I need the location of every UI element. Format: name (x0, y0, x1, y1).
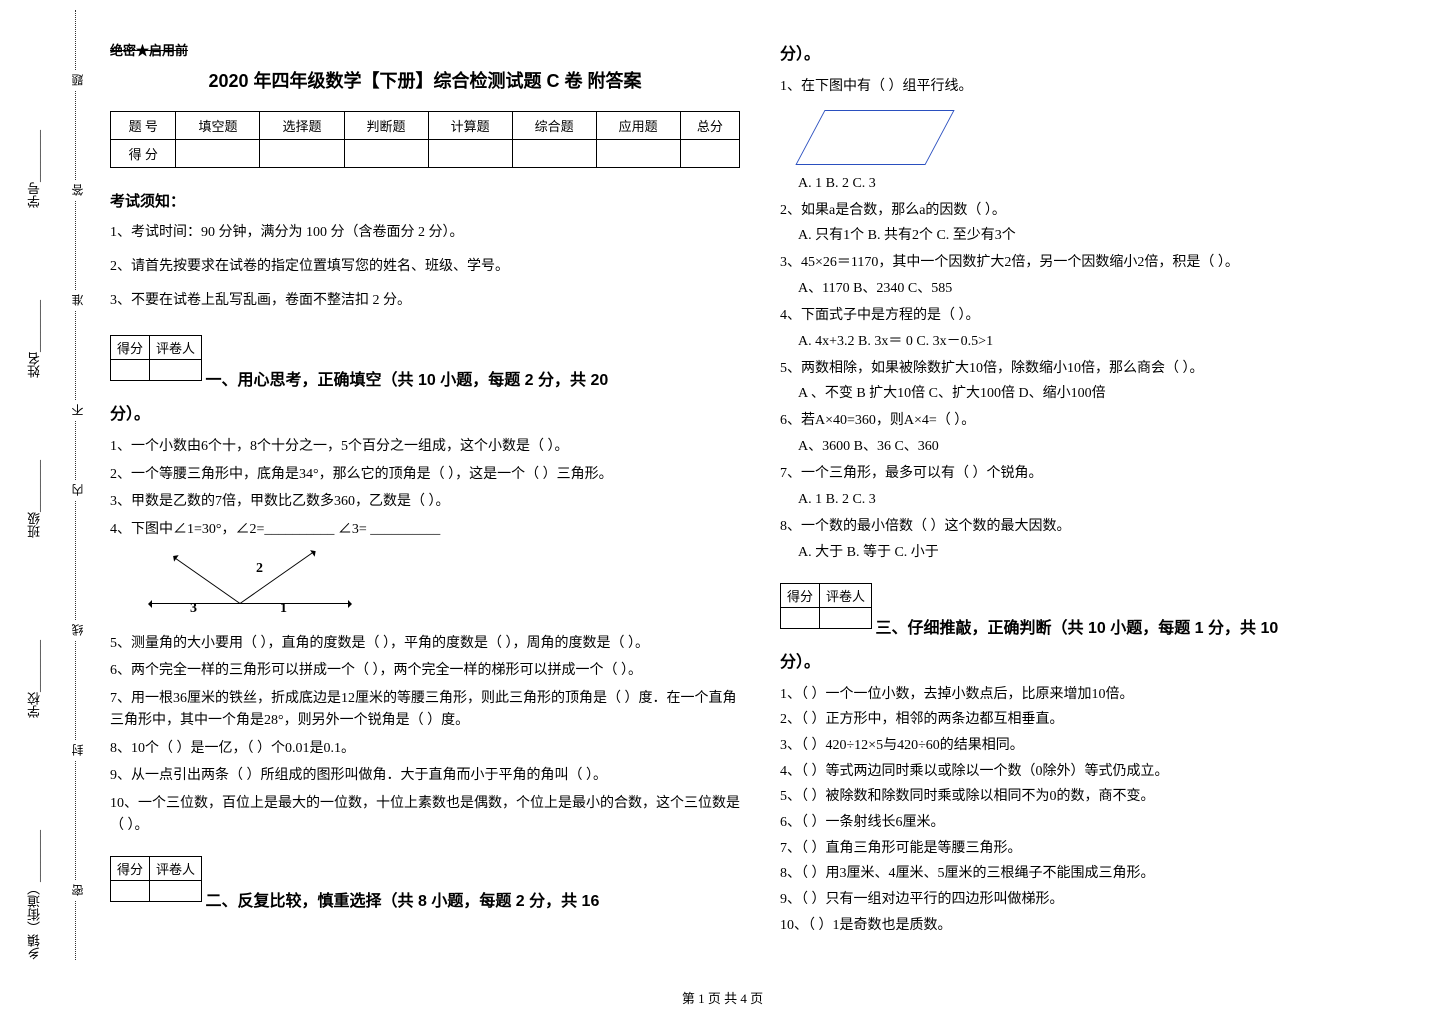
seal-line-label: 线 (69, 620, 86, 640)
notice-item: 1、考试时间：90 分钟，满分为 100 分（含卷面分 2 分）。 (110, 221, 740, 241)
question: 2、如果a是合数，那么a的因数（ ）。 (780, 200, 1410, 222)
score-summary-table: 题 号 填空题 选择题 判断题 计算题 综合题 应用题 总分 得 分 (110, 111, 740, 168)
section-2-title: 二、反复比较，慎重选择（共 8 小题，每题 2 分，共 16 (206, 893, 600, 910)
col-header: 综合题 (512, 112, 596, 140)
question: 6、若A×40=360，则A×4=（ ）。 (780, 410, 1410, 432)
seal-line-label: 准 (69, 290, 86, 310)
options: A. 4x+3.2 B. 3x＝ 0 C. 3x－0.5>1 (798, 331, 1410, 352)
row-label: 得 分 (111, 140, 176, 168)
question: 3、甲数是乙数的7倍，甲数比乙数多360，乙数是（ ）。 (110, 491, 740, 513)
col-header: 总分 (680, 112, 739, 140)
options: A. 1 B. 2 C. 3 (798, 489, 1410, 510)
section-2-suffix: 分）。 (780, 40, 1410, 64)
options: A. 1 B. 2 C. 3 (798, 173, 1410, 194)
question: 4、下图中∠1=30°，∠2=__________ ∠3= __________ (110, 519, 740, 541)
col-header: 判断题 (344, 112, 428, 140)
page-content: 绝密★启用前 2020 年四年级数学【下册】综合检测试题 C 卷 附答案 题 号… (110, 40, 1410, 980)
score-box: 得分评卷人 (780, 583, 872, 629)
question: 8、（ ）用3厘米、4厘米、5厘米的三根绳子不能围成三角形。 (780, 863, 1410, 885)
score-box: 得分评卷人 (110, 856, 202, 902)
angle-label-1: 1 (280, 601, 287, 617)
section-2-header-row: 得分评卷人 二、反复比较，慎重选择（共 8 小题，每题 2 分，共 16 (110, 856, 740, 911)
binding-label: 姓名________ (25, 300, 44, 378)
question: 3、（ ）420÷12×5与420÷60的结果相同。 (780, 735, 1410, 757)
question: 1、（ ）一个一位小数，去掉小数点后，比原来增加10倍。 (780, 684, 1410, 706)
question: 6、（ ）一条射线长6厘米。 (780, 812, 1410, 834)
col-header: 选择题 (260, 112, 344, 140)
secret-marker: 绝密★启用前 (110, 40, 740, 59)
question: 1、一个小数由6个十，8个十分之一，5个百分之一组成，这个小数是（ ）。 (110, 436, 740, 458)
seal-line-label: 答 (69, 180, 86, 200)
section-1-suffix: 分）。 (110, 400, 740, 424)
question: 10、一个三位数，百位上是最大的一位数，十位上素数也是偶数，个位上是最小的合数，… (110, 793, 740, 836)
table-row: 得 分 (111, 140, 740, 168)
angle-label-3: 3 (190, 601, 197, 617)
question: 9、（ ）只有一组对边平行的四边形叫做梯形。 (780, 889, 1410, 911)
notice-item: 2、请首先按要求在试卷的指定位置填写您的姓名、班级、学号。 (110, 255, 740, 275)
question: 8、一个数的最小倍数（ ）这个数的最大因数。 (780, 516, 1410, 538)
options: A. 只有1个 B. 共有2个 C. 至少有3个 (798, 225, 1410, 246)
seal-line-label: 不 (69, 400, 86, 420)
angle-figure: 1 2 3 (150, 553, 370, 623)
question: 6、两个完全一样的三角形可以拼成一个（ ），两个完全一样的梯形可以拼成一个（ ）… (110, 660, 740, 682)
question: 2、一个等腰三角形中，底角是34°，那么它的顶角是（ ），这是一个（ ）三角形。 (110, 464, 740, 486)
score-box: 得分评卷人 (110, 335, 202, 381)
binding-label: 班级________ (25, 460, 44, 538)
seal-line-label: 密 (69, 880, 86, 900)
question: 7、（ ）直角三角形可能是等腰三角形。 (780, 838, 1410, 860)
section-1-header-row: 得分评卷人 一、用心思考，正确填空（共 10 小题，每题 2 分，共 20 (110, 335, 740, 390)
options: A. 大于 B. 等于 C. 小于 (798, 542, 1410, 563)
question: 7、一个三角形，最多可以有（ ）个锐角。 (780, 463, 1410, 485)
binding-label: 学校________ (25, 640, 44, 718)
notice-list: 1、考试时间：90 分钟，满分为 100 分（含卷面分 2 分）。 2、请首先按… (110, 221, 740, 323)
page-footer: 第 1 页 共 4 页 (0, 988, 1445, 1007)
seal-line-label: 封 (69, 740, 86, 760)
options: A、1170 B、2340 C、585 (798, 278, 1410, 299)
question: 4、下面式子中是方程的是（ ）。 (780, 305, 1410, 327)
question: 7、用一根36厘米的铁丝，折成底边是12厘米的等腰三角形，则此三角形的顶角是（ … (110, 688, 740, 731)
table-row: 题 号 填空题 选择题 判断题 计算题 综合题 应用题 总分 (111, 112, 740, 140)
section-3-suffix: 分）。 (780, 648, 1410, 672)
exam-title: 2020 年四年级数学【下册】综合检测试题 C 卷 附答案 (110, 67, 740, 93)
seal-line-label: 内 (69, 480, 86, 500)
binding-label: 学号________ (25, 130, 44, 208)
options: A 、不变 B 扩大10倍 C、扩大100倍 D、缩小100倍 (798, 383, 1410, 404)
col-header: 题 号 (111, 112, 176, 140)
col-header: 计算题 (428, 112, 512, 140)
notice-heading: 考试须知： (110, 190, 740, 211)
angle-label-2: 2 (256, 561, 263, 577)
binding-column: 乡镇（街道）________ 学校________ 班级________ 姓名____… (25, 0, 85, 980)
question: 5、两数相除，如果被除数扩大10倍，除数缩小10倍，那么商会（ ）。 (780, 358, 1410, 380)
section-3-title: 三、仔细推敲，正确判断（共 10 小题，每题 1 分，共 10 (876, 620, 1279, 637)
question: 5、测量角的大小要用（ ），直角的度数是（ ），平角的度数是（ ），周角的度数是… (110, 633, 740, 655)
options: A、3600 B、36 C、360 (798, 436, 1410, 457)
question: 2、（ ）正方形中，相邻的两条边都互相垂直。 (780, 709, 1410, 731)
right-column: 分）。 1、在下图中有（ ）组平行线。 A. 1 B. 2 C. 3 2、如果a… (780, 40, 1410, 980)
parallelogram-figure (795, 110, 954, 165)
left-column: 绝密★启用前 2020 年四年级数学【下册】综合检测试题 C 卷 附答案 题 号… (110, 40, 740, 980)
section-1-title: 一、用心思考，正确填空（共 10 小题，每题 2 分，共 20 (206, 372, 609, 389)
col-header: 填空题 (176, 112, 260, 140)
question: 10、（ ）1是奇数也是质数。 (780, 915, 1410, 937)
question: 5、（ ）被除数和除数同时乘或除以相同不为0的数，商不变。 (780, 786, 1410, 808)
section-3-header-row: 得分评卷人 三、仔细推敲，正确判断（共 10 小题，每题 1 分，共 10 (780, 583, 1410, 638)
binding-label: 乡镇（街道）________ (25, 830, 44, 960)
question: 3、45×26＝1170，其中一个因数扩大2倍，另一个因数缩小2倍，积是（ ）。 (780, 252, 1410, 274)
question: 9、从一点引出两条（ ）所组成的图形叫做角．大于直角而小于平角的角叫（ ）。 (110, 765, 740, 787)
notice-item: 3、不要在试卷上乱写乱画，卷面不整洁扣 2 分。 (110, 289, 740, 309)
question: 8、10个（ ）是一亿，（ ）个0.01是0.1。 (110, 738, 740, 760)
question: 4、（ ）等式两边同时乘以或除以一个数（0除外）等式仍成立。 (780, 761, 1410, 783)
seal-line-label: 题 (69, 70, 86, 90)
col-header: 应用题 (596, 112, 680, 140)
question: 1、在下图中有（ ）组平行线。 (780, 76, 1410, 98)
